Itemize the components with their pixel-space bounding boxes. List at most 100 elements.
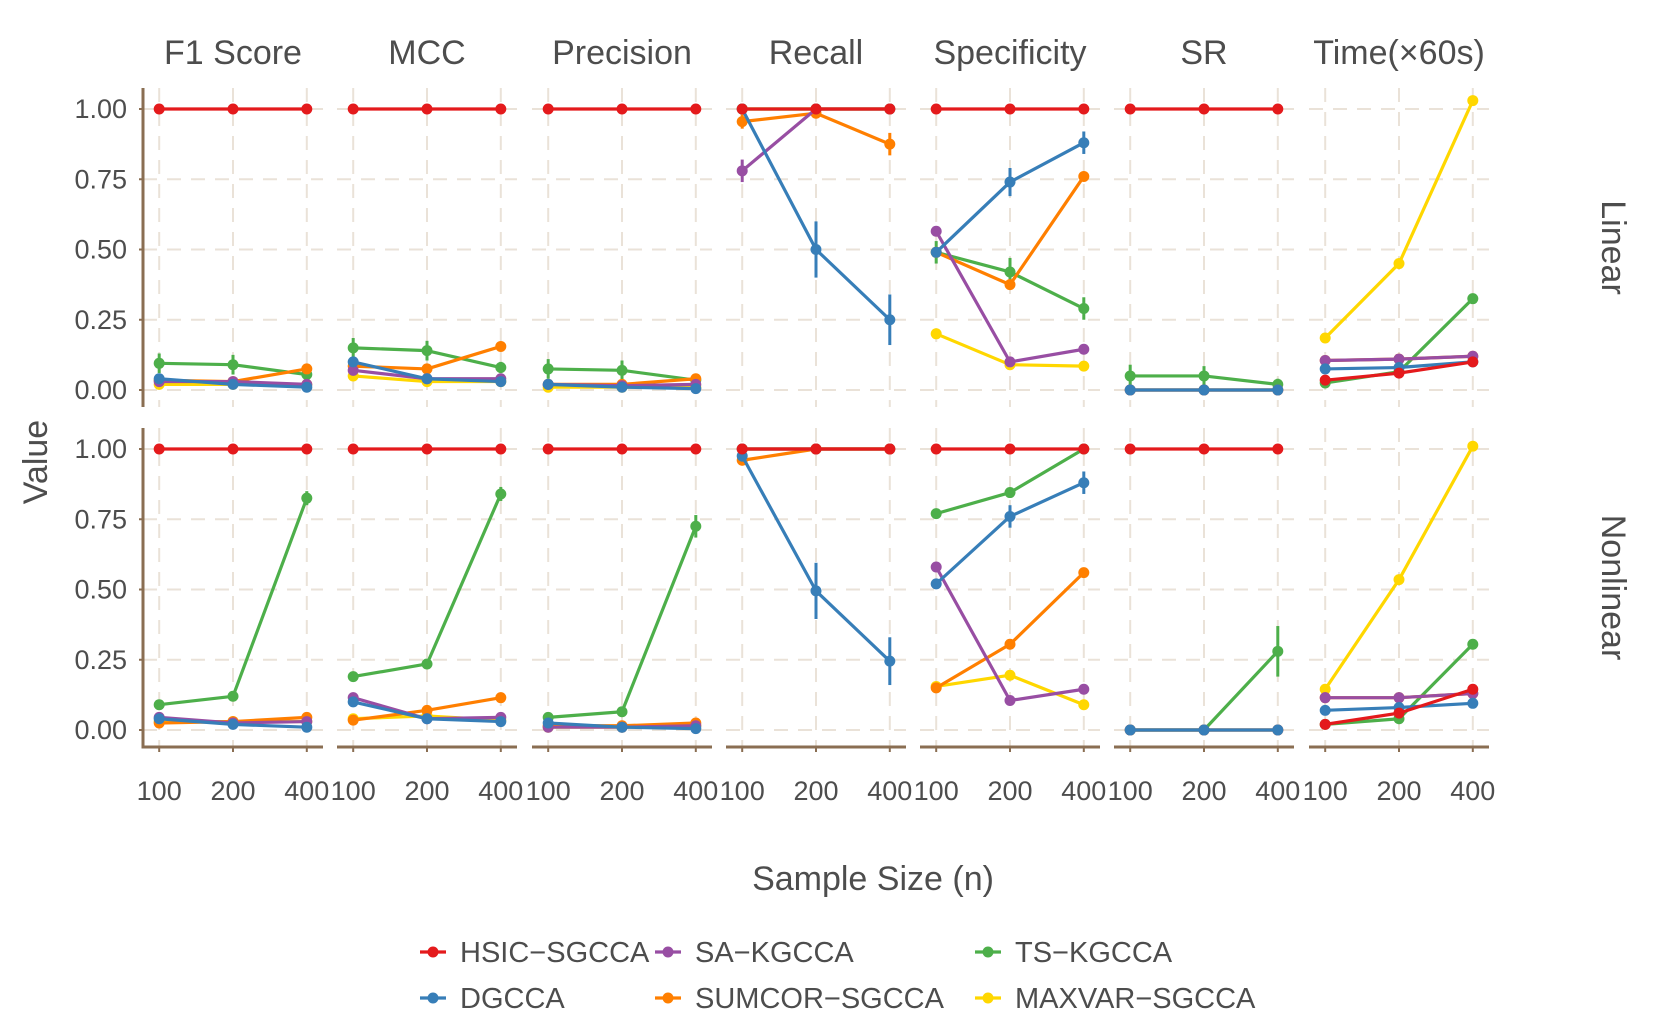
strip-label-specificity: Specificity <box>933 34 1086 72</box>
data-point-sa-kgcca <box>1319 692 1331 704</box>
data-point-sa-kgcca <box>1393 353 1405 365</box>
data-point-sa-kgcca <box>1393 692 1405 704</box>
data-point-hsic-sgcca <box>690 103 702 115</box>
data-point-hsic-sgcca <box>1393 707 1405 719</box>
legend-key-point-sa-kgcca <box>662 946 674 958</box>
data-point-maxvar-sgcca <box>1467 95 1479 107</box>
x-tick-label: 200 <box>404 776 449 806</box>
data-point-ts-kgcca <box>690 520 702 532</box>
data-point-ts-kgcca <box>1198 370 1210 382</box>
x-tick-label: 400 <box>1255 776 1300 806</box>
data-point-maxvar-sgcca <box>1319 332 1331 344</box>
data-point-dgcca <box>301 381 313 393</box>
strip-label-linear: Linear <box>1594 200 1632 295</box>
x-tick-label: 100 <box>526 776 571 806</box>
data-point-ts-kgcca <box>301 492 313 504</box>
data-point-hsic-sgcca <box>153 443 165 455</box>
legend-key-point-ts-kgcca <box>982 946 994 958</box>
data-point-dgcca <box>1078 137 1090 149</box>
y-axis-title: Value <box>17 420 55 504</box>
data-point-ts-kgcca <box>542 363 554 375</box>
data-point-hsic-sgcca <box>1124 443 1136 455</box>
data-point-dgcca <box>884 314 896 326</box>
data-point-sa-kgcca <box>1004 356 1016 368</box>
data-point-sumcor-sgcca <box>495 340 507 352</box>
data-point-dgcca <box>421 713 433 725</box>
data-point-sumcor-sgcca <box>1078 567 1090 579</box>
tick-labels: 0.00 0.25 0.50 0.75 1.00 0.00 0.25 0.50 0.75 1.00… <box>74 94 1495 806</box>
strip-label-time-60s: Time(×60s) <box>1313 34 1485 72</box>
x-tick-label: 400 <box>478 776 523 806</box>
data-point-hsic-sgcca <box>1319 374 1331 386</box>
data-point-sumcor-sgcca <box>421 704 433 716</box>
data-point-hsic-sgcca <box>1004 443 1016 455</box>
legend-label-sa-kgcca: SA−KGCCA <box>695 937 854 969</box>
data-point-dgcca <box>227 378 239 390</box>
data-point-dgcca <box>810 244 822 255</box>
data-point-sumcor-sgcca <box>301 363 313 375</box>
data-point-hsic-sgcca <box>1124 103 1136 115</box>
y-tick-label: 0.25 <box>74 305 127 335</box>
data-point-hsic-sgcca <box>810 103 822 115</box>
data-point-sa-kgcca <box>1319 354 1331 366</box>
data-point-maxvar-sgcca <box>1078 360 1090 372</box>
data-point-maxvar-sgcca <box>1319 683 1331 695</box>
data-point-dgcca <box>1319 704 1331 716</box>
data-point-hsic-sgcca <box>1004 103 1016 115</box>
y-tick-label: 0.25 <box>74 645 127 675</box>
data-point-ts-kgcca <box>930 508 942 520</box>
data-point-hsic-sgcca <box>347 443 359 455</box>
data-point-sa-kgcca <box>930 561 942 573</box>
data-point-sumcor-sgcca <box>736 116 748 128</box>
data-point-hsic-sgcca <box>736 443 748 455</box>
data-point-maxvar-sgcca <box>1004 669 1016 681</box>
legend: HSIC−SGCCA SA−KGCCA TS−KGCCA DGCCA SUMCOR−SG… <box>420 937 1256 1015</box>
data-point-dgcca <box>810 585 822 597</box>
data-point-hsic-sgcca <box>1078 443 1090 455</box>
data-point-hsic-sgcca <box>421 443 433 455</box>
data-point-ts-kgcca <box>1004 487 1016 499</box>
legend-label-hsic-sgcca: HSIC−SGCCA <box>460 937 650 969</box>
y-tick-label: 0.50 <box>74 575 127 605</box>
data-point-ts-kgcca <box>1124 370 1136 382</box>
x-tick-label: 200 <box>599 776 644 806</box>
metric-strip-labels: F1 Score MCC Precision Recall Specificity SR T… <box>164 34 1485 72</box>
data-point-dgcca <box>1004 176 1016 188</box>
x-tick-label: 200 <box>987 776 1032 806</box>
data-point-hsic-sgcca <box>1078 103 1090 115</box>
strip-label-sr: SR <box>1180 34 1227 72</box>
x-axis-title: Sample Size (n) <box>752 860 994 898</box>
strip-label-precision: Precision <box>552 34 692 72</box>
data-point-hsic-sgcca <box>1319 718 1331 730</box>
data-point-dgcca <box>930 246 942 258</box>
strip-label-recall: Recall <box>769 34 863 72</box>
data-point-sumcor-sgcca <box>347 714 359 726</box>
x-tick-label: 400 <box>867 776 912 806</box>
x-tick-label: 200 <box>1376 776 1421 806</box>
data-point-hsic-sgcca <box>347 103 359 115</box>
x-tick-label: 100 <box>914 776 959 806</box>
data-point-sa-kgcca <box>347 364 359 376</box>
x-tick-label: 400 <box>284 776 329 806</box>
y-tick-label: 0.75 <box>74 164 127 194</box>
data-point-dgcca <box>1319 363 1331 375</box>
legend-key-point-maxvar-sgcca <box>982 992 994 1004</box>
data-point-dgcca <box>347 696 359 708</box>
data-point-dgcca <box>1124 724 1136 736</box>
data-point-maxvar-sgcca <box>1467 440 1479 452</box>
legend-key-point-sumcor-sgcca <box>662 992 674 1004</box>
x-tick-label: 100 <box>720 776 765 806</box>
data-point-hsic-sgcca <box>616 443 628 455</box>
data-point-hsic-sgcca <box>153 103 165 115</box>
x-tick-label: 100 <box>137 776 182 806</box>
data-point-ts-kgcca <box>227 359 239 371</box>
data-point-hsic-sgcca <box>884 103 896 115</box>
data-point-sumcor-sgcca <box>884 138 896 150</box>
data-point-sumcor-sgcca <box>1004 279 1016 291</box>
data-point-maxvar-sgcca <box>1393 258 1405 270</box>
data-point-ts-kgcca <box>347 342 359 354</box>
x-tick-label: 400 <box>1061 776 1106 806</box>
data-point-dgcca <box>495 716 507 728</box>
data-point-hsic-sgcca <box>930 443 942 455</box>
